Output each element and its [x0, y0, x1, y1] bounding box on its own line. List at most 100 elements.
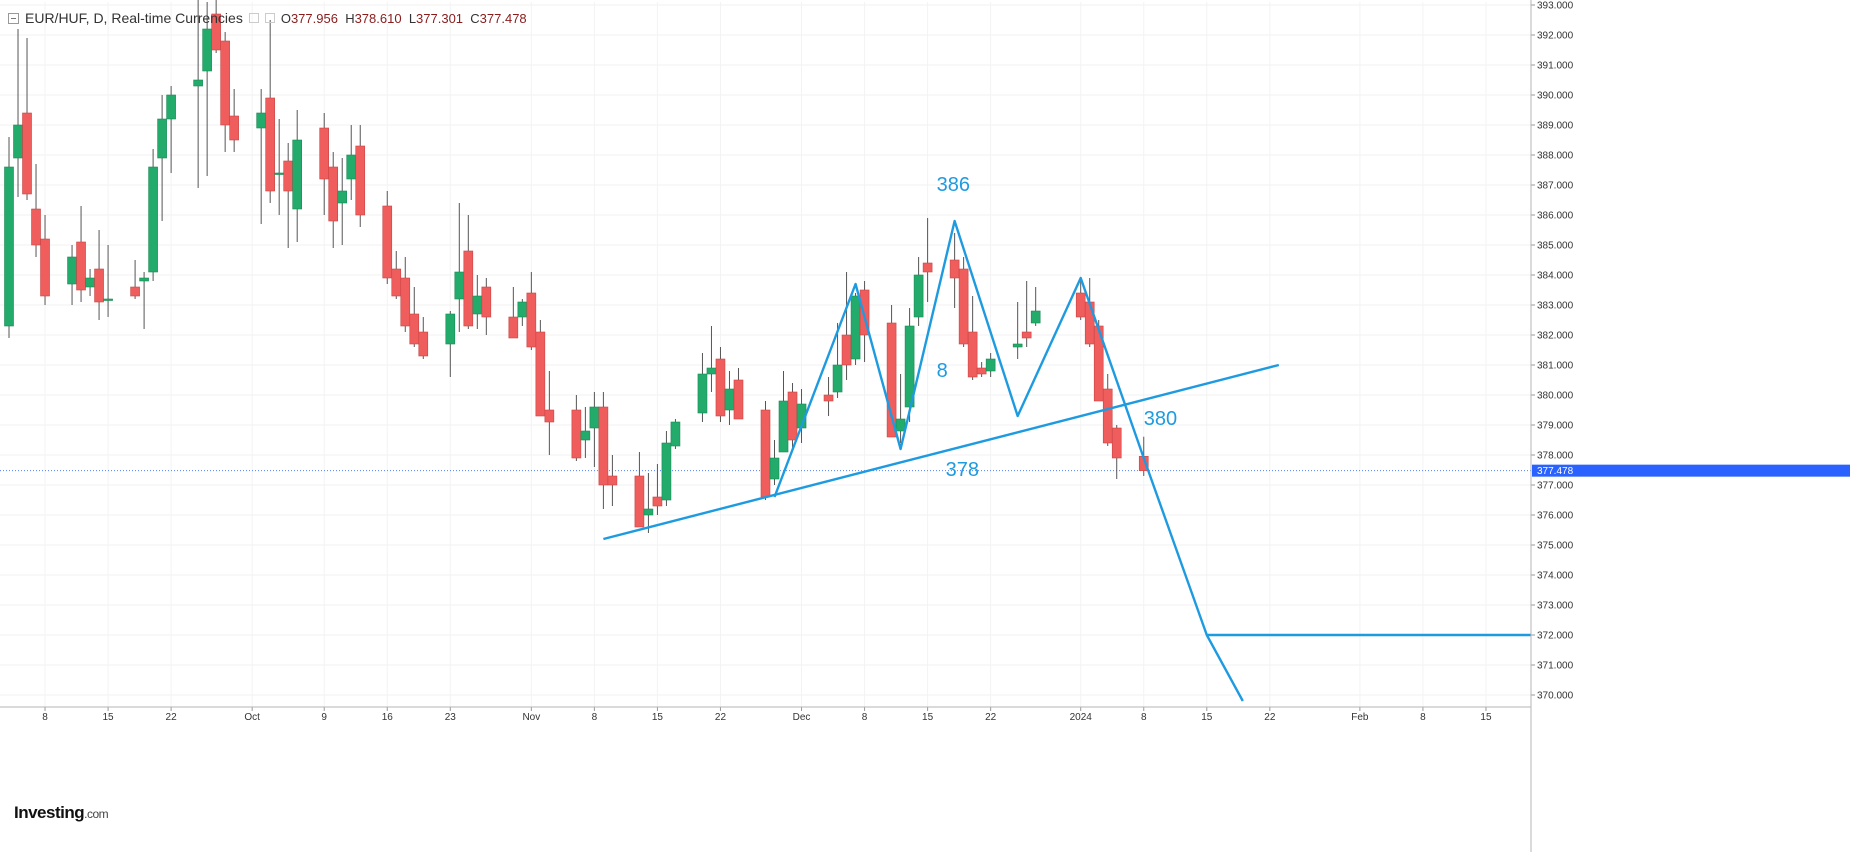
candle-body-down: [463, 250, 474, 327]
candle[interactable]: [130, 260, 140, 299]
candle-body-down: [922, 262, 933, 273]
x-tick-label: 15: [103, 712, 115, 723]
candle[interactable]: [481, 278, 492, 335]
candle[interactable]: [1111, 425, 1122, 479]
candle[interactable]: [769, 440, 780, 485]
drawings[interactable]: 386 8 380 378: [603, 174, 1531, 702]
candle[interactable]: [166, 86, 176, 173]
candle[interactable]: [922, 218, 933, 302]
candle[interactable]: [598, 392, 609, 509]
candle-body-up: [4, 166, 14, 327]
candle[interactable]: [94, 230, 104, 320]
pattern-zigzag[interactable]: [773, 219, 1244, 702]
candle[interactable]: [985, 353, 996, 377]
candle-body-up: [139, 277, 149, 282]
candle[interactable]: [823, 377, 834, 416]
candle[interactable]: [157, 95, 167, 221]
candle[interactable]: [1030, 287, 1041, 326]
candle[interactable]: [355, 125, 366, 227]
candle[interactable]: [526, 272, 537, 350]
candle-body-up: [589, 406, 600, 429]
candle[interactable]: [103, 245, 113, 317]
y-tick-label: 383.000: [1537, 301, 1574, 312]
x-tick-label: 22: [1264, 712, 1276, 723]
y-tick-label: 384.000: [1537, 271, 1574, 282]
candle-body-up: [697, 373, 708, 414]
candle[interactable]: [967, 296, 978, 380]
candle[interactable]: [265, 20, 275, 203]
candle[interactable]: [697, 353, 708, 422]
y-tick-label: 370.000: [1537, 691, 1574, 702]
candle[interactable]: [220, 32, 230, 152]
candle[interactable]: [337, 158, 348, 245]
candle[interactable]: [832, 323, 843, 398]
candle-body-down: [508, 316, 519, 339]
label-378: 378: [946, 459, 979, 481]
candle[interactable]: [661, 431, 672, 506]
candle-body-down: [40, 238, 50, 297]
candle-body-up: [517, 301, 528, 318]
x-tick-label: Oct: [244, 712, 260, 723]
candle-body-down: [571, 409, 582, 459]
candle[interactable]: [40, 215, 50, 305]
candle-body-down: [283, 160, 293, 192]
candle[interactable]: [31, 164, 41, 257]
candle[interactable]: [22, 38, 32, 200]
candle[interactable]: [229, 89, 239, 152]
candle-body-up: [85, 277, 95, 288]
candle-body-down: [391, 268, 402, 297]
candle[interactable]: [652, 464, 663, 515]
candle[interactable]: [463, 215, 474, 329]
ohlc-values: O377.956 H378.610 L377.301 C377.478: [281, 11, 527, 26]
candle[interactable]: [4, 137, 14, 338]
candle[interactable]: [760, 401, 771, 500]
candle[interactable]: [382, 191, 393, 284]
y-tick-label: 379.000: [1537, 421, 1574, 432]
candle-body-up: [148, 166, 158, 273]
y-tick-label: 385.000: [1537, 241, 1574, 252]
candle[interactable]: [319, 113, 330, 215]
candle-body-up: [346, 154, 357, 180]
candle[interactable]: [535, 320, 546, 417]
candle[interactable]: [400, 257, 411, 332]
candle[interactable]: [193, 0, 203, 188]
candle[interactable]: [508, 287, 519, 339]
candle[interactable]: [148, 149, 158, 281]
candle[interactable]: [445, 311, 456, 377]
candle[interactable]: [544, 371, 555, 455]
symbol-title: EUR/HUF, D, Real-time Currencies: [25, 10, 243, 26]
candle[interactable]: [715, 347, 726, 422]
candle[interactable]: [958, 257, 969, 347]
candle[interactable]: [643, 473, 654, 533]
candle[interactable]: [1012, 302, 1023, 359]
trend-line[interactable]: [603, 363, 1280, 541]
candle[interactable]: [292, 110, 302, 242]
candle[interactable]: [913, 257, 924, 326]
candle[interactable]: [634, 452, 645, 528]
x-tick-label: 2024: [1070, 712, 1093, 723]
candle[interactable]: [580, 407, 591, 458]
y-tick-label: 376.000: [1537, 511, 1574, 522]
candle[interactable]: [409, 287, 420, 347]
collapse-icon[interactable]: [8, 12, 19, 24]
candle[interactable]: [733, 368, 744, 420]
candle-body-up: [706, 367, 717, 375]
candle[interactable]: [418, 317, 429, 359]
candle[interactable]: [76, 206, 86, 302]
candle[interactable]: [139, 272, 149, 329]
candle-body-down: [535, 331, 546, 417]
candle-body-down: [787, 391, 798, 441]
candles[interactable]: [4, 0, 1149, 533]
candle-body-down: [22, 112, 32, 195]
close-icon[interactable]: [264, 13, 275, 23]
candle[interactable]: [670, 419, 681, 449]
y-tick-label: 378.000: [1537, 451, 1574, 462]
candle[interactable]: [607, 455, 618, 506]
candle[interactable]: [850, 293, 861, 365]
candle[interactable]: [1021, 281, 1032, 347]
settings-icon[interactable]: [248, 13, 259, 23]
candle[interactable]: [211, 0, 221, 53]
